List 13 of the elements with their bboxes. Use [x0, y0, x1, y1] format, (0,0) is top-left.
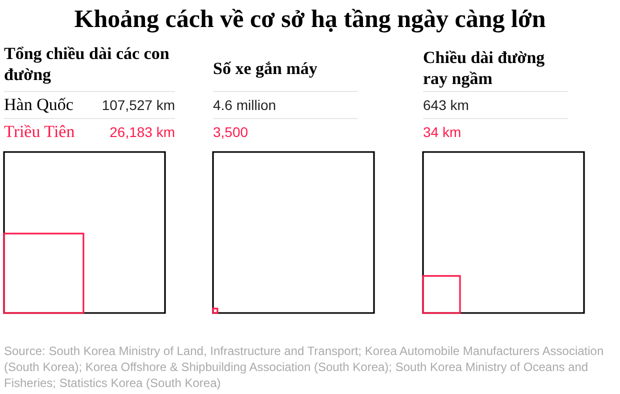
- data-label: 107,527 km: [102, 97, 175, 113]
- data-label: 34 km: [423, 124, 462, 140]
- category-label: Chiều dài đường ray ngầm: [423, 47, 546, 90]
- text: Khoảng cách về cơ sở hạ tầng ngày càng lớn: [73, 6, 547, 34]
- category-label: Tổng chiều dài các con đường: [4, 43, 170, 86]
- legend-label: Triều Tiên: [4, 122, 76, 142]
- category-label: Số xe gắn máy: [213, 58, 318, 80]
- legend-label: Hàn Quốc: [4, 95, 74, 115]
- data-label: 26,183 km: [110, 124, 175, 140]
- data-label: 3,500: [213, 124, 248, 140]
- source-note: Source: South Korea Ministry of Land, Infrastructure and Transport; Korea Automobile Manufacturers Association (South Korea); Korea Offshore & Shipbuilding Association (South Korea); South Korea Ministry of Oceans and Fisheries; Statistics Korea (South Korea): [4, 343, 605, 391]
- data-label: 4.6 million: [213, 97, 276, 113]
- data-label: 643 km: [423, 97, 469, 113]
